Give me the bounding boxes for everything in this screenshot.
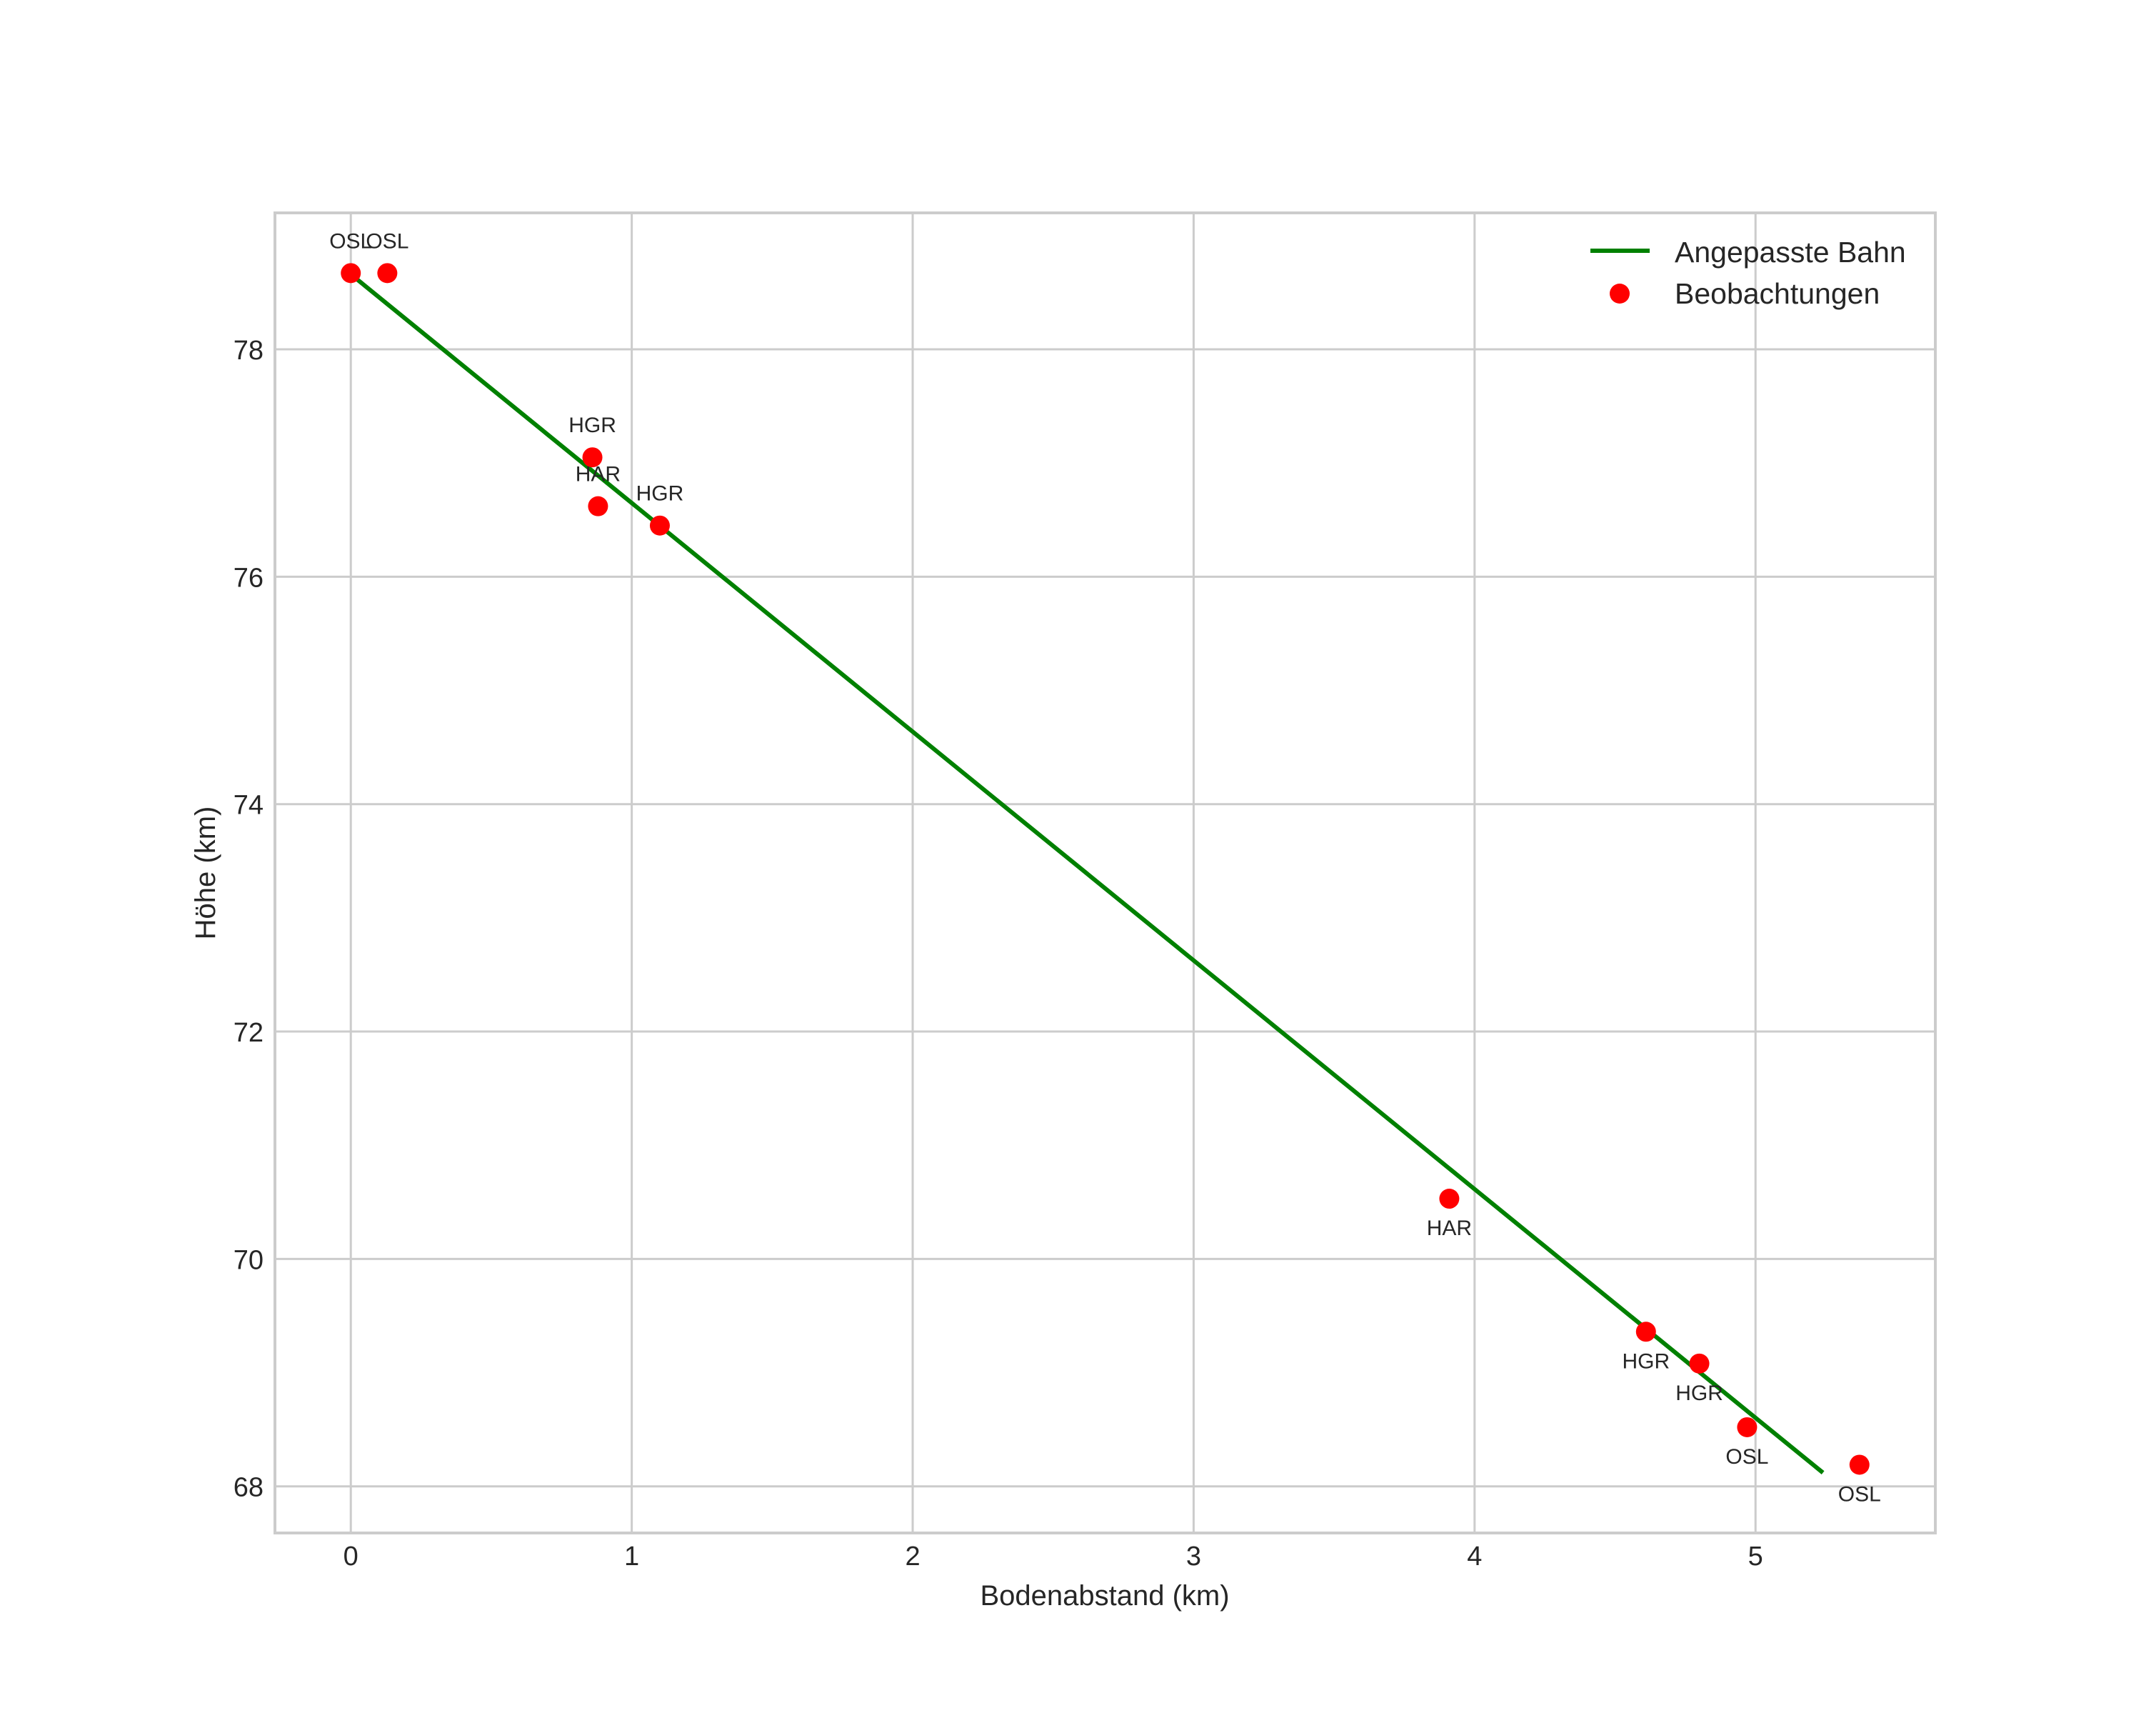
y-tick-label: 68	[234, 1473, 264, 1503]
observation-point	[1849, 1454, 1870, 1475]
y-tick-label: 70	[234, 1245, 264, 1275]
fit-line	[349, 272, 1825, 1474]
station-label: HGR	[568, 414, 616, 437]
observation-point	[1737, 1417, 1758, 1437]
axes-frame	[274, 211, 1937, 1534]
observation-point	[582, 447, 603, 468]
x-tick-label: 2	[905, 1542, 920, 1572]
x-tick-label: 1	[624, 1542, 639, 1572]
x-tick-label: 0	[344, 1542, 359, 1572]
legend-marker-swatch-icon	[1610, 284, 1630, 304]
y-tick-label: 78	[234, 336, 264, 366]
station-label: HGR	[1675, 1382, 1723, 1405]
x-axis-label: Bodenabstand (km)	[980, 1580, 1229, 1612]
station-label: OSL	[329, 229, 372, 253]
y-tick-label: 74	[234, 791, 264, 821]
station-label: HAR	[1427, 1217, 1472, 1240]
x-tick-labels: 0 1 2 3 4 5	[344, 1542, 1763, 1572]
x-tick-label: 3	[1186, 1542, 1201, 1572]
legend: Angepasste Bahn Beobachtungen	[1590, 236, 1906, 310]
x-tick-label: 5	[1748, 1542, 1763, 1572]
legend-label-fit: Angepasste Bahn	[1675, 236, 1906, 269]
observation-point	[588, 496, 608, 516]
station-label: OSL	[366, 229, 408, 253]
observation-point	[1635, 1322, 1656, 1342]
observation-point	[1439, 1189, 1460, 1209]
y-tick-label: 76	[234, 563, 264, 593]
station-label: HGR	[1622, 1349, 1670, 1373]
observation-point	[649, 515, 670, 536]
observation-point	[377, 263, 398, 284]
y-gridlines	[275, 348, 1935, 1488]
station-label: OSL	[1725, 1445, 1768, 1469]
x-tick-label: 4	[1467, 1542, 1482, 1572]
station-label: HGR	[636, 482, 684, 506]
legend-label-observations: Beobachtungen	[1675, 277, 1880, 310]
x-gridlines	[349, 213, 1757, 1533]
observation-point	[341, 263, 361, 284]
observation-points	[341, 263, 1870, 1475]
y-axis-label: Höhe (km)	[190, 806, 221, 940]
y-tick-label: 72	[234, 1018, 264, 1048]
y-tick-labels: 68 70 72 74 76 78	[234, 336, 264, 1503]
observation-point	[1689, 1353, 1710, 1374]
station-label: HAR	[576, 463, 621, 486]
station-label: OSL	[1838, 1482, 1881, 1506]
fit-line-series	[349, 272, 1825, 1474]
